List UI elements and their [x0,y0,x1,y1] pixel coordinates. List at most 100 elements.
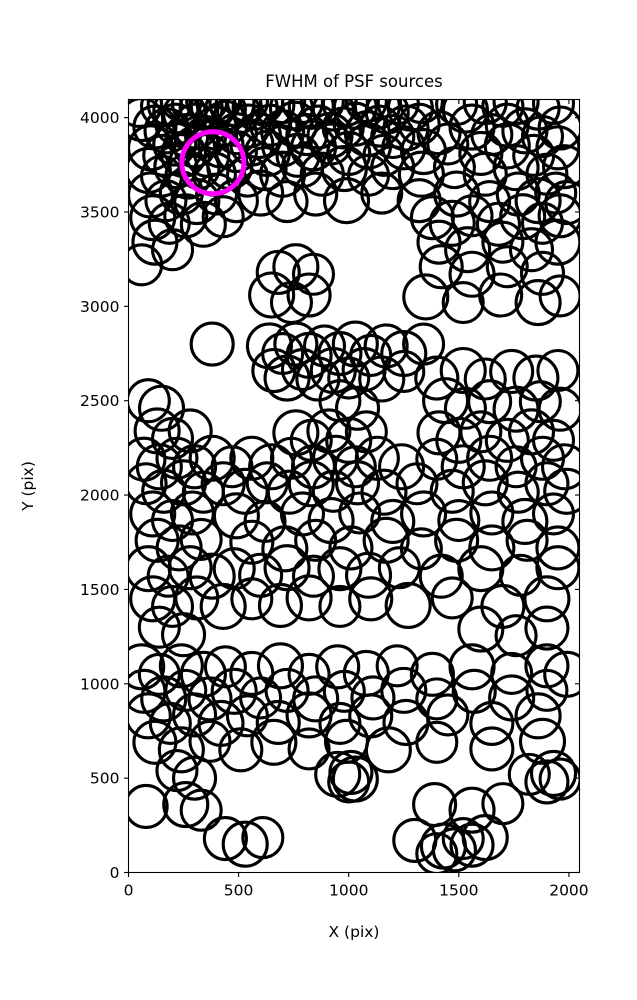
psf-source-circle [152,121,198,167]
psf-source-circle [189,321,235,367]
psf-source-circle [538,274,580,318]
psf-source-circle [540,443,580,491]
psf-source-circle [338,491,382,535]
psf-source-circle [331,755,379,803]
y-tick-label: 2500 [80,392,119,410]
psf-source-circle [426,693,470,737]
x-tick-label: 0 [124,882,134,900]
psf-source-circle [426,122,470,166]
psf-source-circle [255,699,301,746]
psf-source-circle [514,279,562,327]
psf-source-circle [167,545,213,591]
y-axis-ticks: 0 500 1000 1500 2000 2500 3000 3500 4000 [80,109,580,882]
psf-source-circle [370,498,416,545]
psf-source-circle [131,218,179,266]
psf-source-circle [197,121,245,169]
psf-source-circle [418,244,464,290]
y-tick-label: 3500 [80,203,119,221]
psf-source-circle [441,816,485,861]
psf-source-circle [443,386,487,430]
psf-source-circle [384,581,432,630]
psf-source-circle [498,553,543,597]
psf-source-circle [327,356,371,400]
data-markers [128,99,580,873]
psf-source-circle [397,150,445,198]
psf-source-circle [257,582,304,629]
page-title: FWHM of PSF sources [265,72,442,91]
psf-source-circle [322,669,366,713]
psf-source-circle [518,717,567,765]
psf-source-circle [400,128,448,176]
x-axis-ticks: 0 500 1000 1500 2000 [124,99,589,900]
psf-source-circle [250,718,298,766]
psf-source-circle [483,122,531,170]
psf-source-circle [344,99,388,124]
psf-source-circle [537,386,580,432]
psf-source-circle [199,582,247,630]
psf-source-circle [291,252,336,296]
psf-source-circle [293,171,339,217]
psf-source-circle [315,644,361,690]
psf-source-circle [418,553,464,599]
psf-source-circle [469,700,515,746]
psf-source-circle [490,651,534,695]
psf-source-circle [188,552,236,600]
psf-source-circle [481,220,525,264]
psf-source-circle [450,194,494,238]
psf-source-circle [370,145,416,191]
psf-source-circle [173,178,221,226]
psf-source-circle [317,546,363,592]
psf-source-circle [538,757,580,801]
x-tick-label: 2000 [549,882,588,900]
psf-source-circle [328,525,374,571]
psf-source-circle [333,445,377,489]
psf-source-circle [534,218,580,266]
psf-source-circle [188,719,232,763]
psf-source-circle [148,701,192,745]
psf-source-circle [200,461,246,507]
psf-source-circle [484,417,530,463]
psf-source-circle [439,346,487,395]
psf-source-circle [433,170,481,218]
psf-source-circle [272,243,320,291]
psf-source-circle [409,651,455,697]
psf-source-circle [505,518,549,562]
psf-source-circle [392,817,438,863]
psf-source-circle [348,576,394,622]
psf-source-circle [291,554,336,598]
psf-source-circle [241,816,285,860]
psf-source-circle [221,820,269,868]
psf-source-circle [531,492,576,536]
psf-source-circle [537,193,580,239]
psf-source-circle [285,691,333,739]
psf-source-circle [459,410,503,454]
y-tick-label: 3000 [80,298,119,316]
psf-source-circle [328,749,374,796]
psf-source-circle [287,460,335,508]
y-tick-label: 500 [90,770,120,788]
psf-source-circle [128,99,165,143]
psf-source-circle [537,105,580,151]
psf-source-circle [430,576,474,620]
psf-source-circle [314,750,362,798]
psf-source-circle [172,755,218,801]
psf-source-circle [201,195,245,239]
psf-source-circle [210,667,258,715]
x-tick-label: 1500 [439,882,478,900]
psf-source-circle [128,643,166,691]
psf-source-circle [437,498,481,543]
psf-source-circle [494,614,538,658]
psf-source-circle [519,435,566,481]
psf-source-circle [322,177,371,225]
psf-source-circle [524,759,570,805]
psf-source-circle [137,652,181,696]
y-tick-label: 0 [110,864,120,882]
psf-source-circle [358,355,406,403]
psf-source-circle [334,385,381,431]
highlighted-source-marker [179,129,247,197]
psf-source-circle [535,525,580,571]
psf-source-circle [475,201,522,247]
psf-source-circle [179,517,223,561]
psf-source-circle [344,551,393,599]
y-axis-label: Y (pix) [19,461,37,512]
